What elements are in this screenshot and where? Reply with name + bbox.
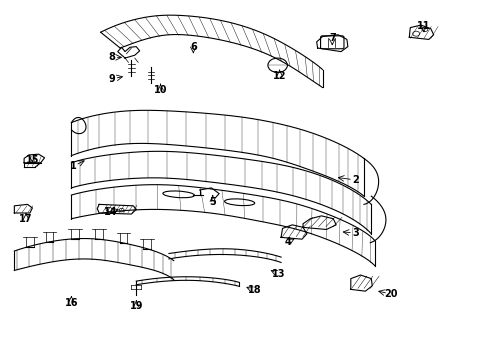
Text: 11: 11 <box>416 21 430 31</box>
Text: 9: 9 <box>108 74 115 84</box>
Text: 7: 7 <box>328 33 335 43</box>
Text: 2: 2 <box>351 175 358 185</box>
Text: 6: 6 <box>189 42 196 52</box>
Text: 17: 17 <box>19 215 33 224</box>
Text: 13: 13 <box>271 269 285 279</box>
Text: 5: 5 <box>209 197 216 207</box>
Text: 19: 19 <box>129 301 142 311</box>
Text: 1: 1 <box>69 161 76 171</box>
Text: 20: 20 <box>383 289 397 299</box>
Text: 16: 16 <box>64 298 78 308</box>
Text: 4: 4 <box>285 237 291 247</box>
Text: 18: 18 <box>247 285 261 296</box>
Text: 14: 14 <box>103 207 117 217</box>
Text: 8: 8 <box>108 52 115 62</box>
Text: 10: 10 <box>154 85 167 95</box>
Text: 15: 15 <box>25 155 39 165</box>
Text: 3: 3 <box>351 228 358 238</box>
Text: 12: 12 <box>272 71 286 81</box>
